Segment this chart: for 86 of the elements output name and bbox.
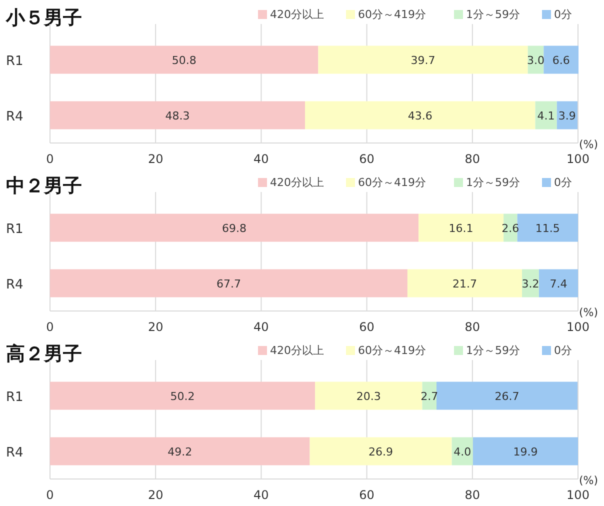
bar bbox=[305, 101, 536, 130]
data-label: 50.2 bbox=[170, 390, 195, 403]
data-label: 39.7 bbox=[410, 54, 436, 67]
y-tick-label: R1 bbox=[6, 54, 24, 69]
data-label: 49.2 bbox=[168, 445, 192, 458]
bar bbox=[544, 46, 579, 74]
x-tick-label: 40 bbox=[254, 152, 269, 166]
bar bbox=[50, 269, 408, 298]
x-tick-label: 80 bbox=[464, 320, 480, 334]
x-tick-label: 20 bbox=[148, 488, 164, 502]
data-label: 4.0 bbox=[454, 445, 472, 458]
x-tick-label: 0 bbox=[46, 152, 54, 166]
x-tick-label: 40 bbox=[254, 488, 269, 502]
data-label: 7.4 bbox=[550, 277, 568, 290]
legend-label: 420分以上 bbox=[270, 344, 324, 357]
x-tick-label: 80 bbox=[464, 488, 480, 502]
x-axis-title: (%) bbox=[578, 474, 598, 487]
bar bbox=[452, 437, 473, 466]
data-label: 3.2 bbox=[522, 277, 540, 290]
bar bbox=[418, 214, 504, 242]
x-tick-label: 100 bbox=[566, 488, 590, 502]
data-label: 3.0 bbox=[527, 54, 545, 67]
chart-title: 高２男子 bbox=[6, 343, 82, 365]
data-label: 67.7 bbox=[216, 277, 241, 290]
data-label: 26.9 bbox=[368, 445, 394, 458]
x-axis-title: (%) bbox=[578, 306, 598, 319]
bar bbox=[310, 437, 452, 466]
x-tick-label: 60 bbox=[359, 152, 374, 166]
bar bbox=[422, 382, 436, 410]
bar bbox=[50, 437, 310, 466]
legend-label: 0分 bbox=[554, 8, 572, 21]
bar bbox=[50, 46, 318, 74]
data-label: 2.6 bbox=[502, 222, 520, 235]
legend-label: 60分～419分 bbox=[358, 176, 426, 189]
chart-title: 小５男子 bbox=[5, 7, 82, 29]
x-tick-label: 40 bbox=[254, 320, 269, 334]
x-tick-label: 20 bbox=[148, 320, 164, 334]
y-tick-label: R1 bbox=[6, 222, 24, 237]
bar bbox=[436, 382, 578, 410]
x-axis-title: (%) bbox=[578, 138, 598, 151]
x-tick-label: 60 bbox=[359, 320, 374, 334]
legend-label: 420分以上 bbox=[270, 8, 324, 21]
legend-label: 0分 bbox=[554, 344, 572, 357]
data-label: 19.9 bbox=[513, 445, 538, 458]
y-tick-label: R4 bbox=[6, 277, 24, 292]
y-tick-label: R4 bbox=[6, 109, 24, 124]
x-tick-label: 80 bbox=[464, 152, 480, 166]
data-label: 21.7 bbox=[452, 277, 477, 290]
data-label: 2.7 bbox=[420, 390, 438, 403]
bar bbox=[315, 382, 422, 410]
data-label: 4.1 bbox=[537, 109, 555, 122]
data-label: 69.8 bbox=[222, 222, 247, 235]
legend-label: 420分以上 bbox=[270, 176, 324, 189]
legend-label: 1分～59分 bbox=[466, 176, 520, 189]
data-label: 50.8 bbox=[172, 54, 196, 67]
bar bbox=[50, 382, 316, 410]
data-label: 11.5 bbox=[535, 222, 560, 235]
data-label: 3.9 bbox=[558, 109, 576, 122]
x-tick-label: 20 bbox=[148, 152, 164, 166]
x-tick-label: 0 bbox=[46, 488, 54, 502]
bar bbox=[50, 214, 419, 242]
legend-label: 60分～419分 bbox=[358, 344, 426, 357]
data-label: 48.3 bbox=[165, 109, 190, 122]
bar bbox=[50, 101, 306, 130]
bar bbox=[517, 214, 578, 242]
data-label: 6.6 bbox=[552, 54, 570, 67]
x-tick-label: 60 bbox=[359, 488, 374, 502]
data-label: 26.7 bbox=[494, 390, 520, 403]
data-label: 20.3 bbox=[356, 390, 381, 403]
data-label: 16.1 bbox=[448, 222, 474, 235]
legend-label: 1分～59分 bbox=[466, 8, 520, 21]
x-tick-label: 0 bbox=[46, 320, 54, 334]
x-tick-label: 100 bbox=[566, 320, 590, 334]
data-label: 43.6 bbox=[408, 109, 432, 122]
bar bbox=[318, 46, 528, 74]
bar bbox=[535, 101, 557, 130]
legend-label: 1分～59分 bbox=[466, 344, 520, 357]
legend-label: 0分 bbox=[554, 176, 572, 189]
bar bbox=[472, 437, 578, 466]
x-tick-label: 100 bbox=[566, 152, 590, 166]
chart-title: 中２男子 bbox=[6, 175, 82, 197]
legend-label: 60分～419分 bbox=[358, 8, 426, 21]
bar bbox=[407, 269, 522, 298]
bar bbox=[538, 269, 578, 298]
y-tick-label: R4 bbox=[6, 445, 24, 460]
y-tick-label: R1 bbox=[6, 390, 24, 405]
